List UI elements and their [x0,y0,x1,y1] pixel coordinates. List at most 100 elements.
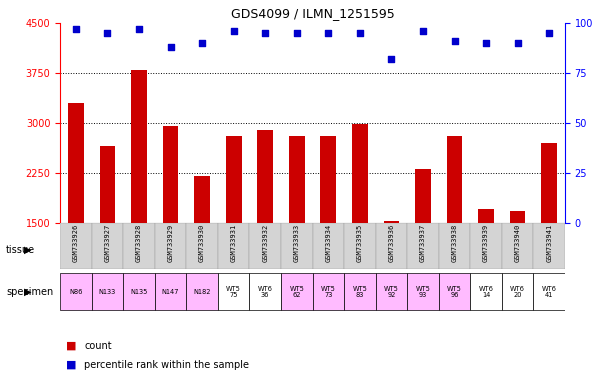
FancyBboxPatch shape [218,273,249,310]
FancyBboxPatch shape [376,223,407,269]
Point [481,40,491,46]
FancyBboxPatch shape [91,223,123,269]
FancyBboxPatch shape [534,223,565,269]
FancyBboxPatch shape [470,273,502,310]
Text: specimen: specimen [6,287,53,297]
Text: WT5
93: WT5 93 [415,286,430,298]
Text: N86: N86 [69,289,82,295]
Text: WT6
36: WT6 36 [258,286,273,298]
FancyBboxPatch shape [281,223,313,269]
Point [386,56,396,62]
Text: secondary mammary tumor, TIC derived: secondary mammary tumor, TIC derived [329,245,485,254]
Bar [68,103,84,223]
Point [71,26,81,32]
Text: primary mammary tumor: primary mammary tumor [90,245,188,254]
Text: WT6
20: WT6 20 [510,286,525,298]
Text: WT5
83: WT5 83 [352,286,367,298]
Bar [194,176,210,223]
Bar [131,70,147,223]
Point [292,30,302,36]
FancyBboxPatch shape [186,273,218,310]
FancyBboxPatch shape [313,273,344,310]
Text: GSM733933: GSM733933 [294,224,300,262]
Point [166,44,175,50]
FancyBboxPatch shape [249,273,281,310]
Text: WT6
41: WT6 41 [542,286,557,298]
Bar [510,211,525,223]
Point [134,26,144,32]
Text: GSM733938: GSM733938 [451,224,457,262]
Bar [383,222,399,223]
FancyBboxPatch shape [470,223,502,269]
Bar [257,129,273,223]
Text: count: count [84,341,112,351]
Text: ▶: ▶ [24,245,31,255]
Text: GSM733931: GSM733931 [231,224,237,262]
Bar [100,146,115,223]
Point [229,28,239,34]
Bar [447,136,462,223]
Bar [415,169,431,223]
Bar [320,136,336,223]
Point [418,28,428,34]
FancyBboxPatch shape [407,223,439,269]
Point [450,38,459,44]
Text: percentile rank within the sample: percentile rank within the sample [84,360,249,370]
Text: WT5
92: WT5 92 [384,286,399,298]
Text: ■: ■ [66,341,76,351]
Text: N133: N133 [99,289,116,295]
FancyBboxPatch shape [218,231,249,268]
Point [103,30,112,36]
FancyBboxPatch shape [186,223,218,269]
Text: GSM733940: GSM733940 [514,224,520,262]
Text: GSM733934: GSM733934 [325,224,331,262]
Text: WT5
73: WT5 73 [321,286,336,298]
FancyBboxPatch shape [502,273,534,310]
Bar [163,126,178,223]
Text: tissue: tissue [6,245,35,255]
Text: WT5
96: WT5 96 [447,286,462,298]
FancyBboxPatch shape [60,223,91,269]
FancyBboxPatch shape [376,273,407,310]
Text: GSM733935: GSM733935 [357,224,363,262]
Point [260,30,270,36]
Text: GSM733936: GSM733936 [388,224,394,262]
FancyBboxPatch shape [407,273,439,310]
FancyBboxPatch shape [155,223,186,269]
Point [545,30,554,36]
Text: secondary
mammary tum
or, lin- derived: secondary mammary tum or, lin- derived [205,235,262,265]
Text: GSM733939: GSM733939 [483,224,489,262]
FancyBboxPatch shape [249,231,565,268]
Point [197,40,207,46]
Text: N135: N135 [130,289,148,295]
FancyBboxPatch shape [281,273,313,310]
FancyBboxPatch shape [91,273,123,310]
Title: GDS4099 / ILMN_1251595: GDS4099 / ILMN_1251595 [231,7,394,20]
Text: GSM733937: GSM733937 [420,224,426,262]
FancyBboxPatch shape [439,223,470,269]
Text: ■: ■ [66,360,76,370]
FancyBboxPatch shape [439,273,470,310]
Text: N182: N182 [194,289,211,295]
Text: GSM733941: GSM733941 [546,224,552,262]
Text: N147: N147 [162,289,179,295]
FancyBboxPatch shape [249,223,281,269]
Text: GSM733930: GSM733930 [199,224,205,262]
Bar [226,136,242,223]
FancyBboxPatch shape [155,273,186,310]
Text: ▶: ▶ [24,287,31,297]
Text: GSM733927: GSM733927 [105,224,111,262]
Text: GSM733928: GSM733928 [136,224,142,262]
Bar [289,136,305,223]
FancyBboxPatch shape [502,223,534,269]
Text: WT5
62: WT5 62 [289,286,304,298]
Point [513,40,522,46]
Point [355,30,365,36]
FancyBboxPatch shape [218,223,249,269]
Text: GSM733926: GSM733926 [73,224,79,262]
Bar [542,143,557,223]
FancyBboxPatch shape [344,273,376,310]
Text: WT6
14: WT6 14 [478,286,493,298]
Bar [478,209,494,223]
Text: WT5
75: WT5 75 [226,286,241,298]
